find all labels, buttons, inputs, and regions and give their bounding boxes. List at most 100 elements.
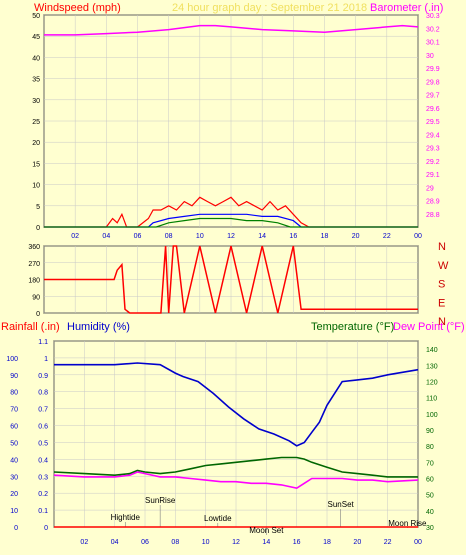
temperature-y-tick-label: 70 — [426, 460, 434, 467]
weather-x-tick-label: 14 — [262, 539, 270, 546]
wind-x-tick-label: 12 — [227, 233, 235, 240]
temperature-y-tick-label: 40 — [426, 509, 434, 516]
rain-y-tick-label: 0.3 — [38, 474, 48, 481]
weather-x-tick-label: 20 — [353, 539, 361, 546]
barometer-tick-label: 30.3 — [426, 13, 440, 20]
wind-y-tick-label: 10 — [32, 183, 40, 190]
humidity-y-tick-label: 0 — [14, 525, 18, 532]
weather-x-tick-label: 22 — [384, 539, 392, 546]
event-label: Moon Set — [249, 526, 284, 535]
rain-y-tick-label: 0.1 — [38, 508, 48, 515]
barometer-tick-label: 30.2 — [426, 26, 440, 33]
series-windspeed-mph — [44, 196, 418, 228]
wind-y-tick-label: 40 — [32, 55, 40, 62]
event-label: Hightide — [111, 513, 141, 522]
windspeed-header: Windspeed (mph) — [34, 2, 121, 14]
humidity-y-tick-label: 70 — [10, 407, 18, 414]
series-wind-average — [44, 213, 418, 228]
weather-x-tick-label: 16 — [293, 539, 301, 546]
barometer-tick-label: 29.7 — [426, 93, 440, 100]
rain-y-tick-label: 1.1 — [38, 339, 48, 346]
humidity-y-tick-label: 90 — [10, 373, 18, 380]
direction-letter-e: E — [438, 297, 445, 309]
rain-y-tick-label: 0.2 — [38, 491, 48, 498]
weather-x-tick-label: 00 — [414, 539, 422, 546]
series-temperature-f — [53, 456, 418, 478]
weather-x-tick-label: 02 — [80, 539, 88, 546]
wind-y-tick-label: 50 — [32, 13, 40, 20]
rain-y-tick-label: 1 — [44, 356, 48, 363]
weather-x-tick-label: 04 — [111, 539, 119, 546]
direction-letter-n: N — [438, 316, 446, 328]
rain-y-tick-label: 0.8 — [38, 390, 48, 397]
direction-y-tick-label: 180 — [28, 278, 40, 285]
temperature-y-tick-label: 130 — [426, 363, 438, 370]
event-label: Lowtide — [204, 514, 232, 523]
series-barometer-in — [44, 24, 419, 36]
direction-y-tick-label: 90 — [32, 294, 40, 301]
series-humidity — [54, 362, 419, 447]
temperature-y-tick-label: 120 — [426, 379, 438, 386]
wind-y-tick-label: 30 — [32, 98, 40, 105]
event-label: Moon Rise — [388, 519, 427, 528]
temperature-y-tick-label: 100 — [426, 412, 438, 419]
barometer-tick-label: 30.1 — [426, 40, 440, 47]
temperature-y-tick-label: 80 — [426, 444, 434, 451]
series-wind-direction — [44, 245, 418, 314]
rainfall-header: Rainfall (.in) — [1, 321, 60, 333]
humidity-y-tick-label: 80 — [10, 390, 18, 397]
barometer-header: Barometer (.in) — [370, 2, 443, 14]
dewpoint-header: Dew Point (°F) — [393, 321, 465, 333]
barometer-tick-label: 28.9 — [426, 199, 440, 206]
temperature-y-tick-label: 110 — [426, 396, 437, 403]
temperature-header: Temperature (°F) — [311, 321, 394, 333]
rain-y-tick-label: 0.5 — [38, 440, 48, 447]
direction-y-tick-label: 270 — [28, 261, 40, 268]
wind-y-tick-label: 45 — [32, 34, 40, 41]
barometer-tick-label: 29.2 — [426, 159, 440, 166]
wind-x-tick-label: 02 — [71, 233, 79, 240]
humidity-y-tick-label: 60 — [10, 424, 18, 431]
rain-y-tick-label: 0.4 — [38, 457, 48, 464]
event-label: SunRise — [145, 496, 176, 505]
wind-x-tick-label: 08 — [165, 233, 173, 240]
weather-x-tick-label: 12 — [232, 539, 240, 546]
direction-letter-n: N — [438, 241, 446, 253]
humidity-y-tick-label: 20 — [10, 491, 18, 498]
series-wind-low — [44, 217, 418, 228]
barometer-tick-label: 28.8 — [426, 212, 440, 219]
wind-y-tick-label: 5 — [36, 204, 40, 211]
barometer-tick-label: 30 — [426, 53, 434, 60]
barometer-tick-label: 29.8 — [426, 79, 440, 86]
event-label: SunSet — [328, 500, 355, 509]
humidity-y-tick-label: 30 — [10, 474, 18, 481]
wind-y-tick-label: 0 — [36, 225, 40, 232]
series-dew-point-f — [53, 471, 419, 490]
rain-y-tick-label: 0.6 — [38, 424, 48, 431]
humidity-y-tick-label: 100 — [6, 356, 18, 363]
wind-y-tick-label: 20 — [32, 140, 40, 147]
wind-y-tick-label: 35 — [32, 77, 40, 84]
wind-x-tick-label: 16 — [289, 233, 297, 240]
barometer-tick-label: 29.5 — [426, 119, 440, 126]
wind-x-tick-label: 06 — [134, 233, 142, 240]
barometer-tick-label: 29.1 — [426, 172, 440, 179]
weather-x-tick-label: 18 — [323, 539, 331, 546]
wind-x-tick-label: 10 — [196, 233, 204, 240]
wind-x-tick-label: 04 — [102, 233, 110, 240]
wind-y-tick-label: 15 — [32, 161, 40, 168]
wind-x-tick-label: 14 — [258, 233, 266, 240]
direction-letter-s: S — [438, 279, 445, 291]
rain-y-tick-label: 0.7 — [38, 407, 48, 414]
weather-x-tick-label: 10 — [202, 539, 210, 546]
wind-x-tick-label: 20 — [352, 233, 360, 240]
wind-x-tick-label: 00 — [414, 233, 422, 240]
rain-y-tick-label: 0 — [44, 525, 48, 532]
humidity-y-tick-label: 10 — [10, 508, 18, 515]
temperature-y-tick-label: 30 — [426, 525, 434, 532]
humidity-header: Humidity (%) — [67, 321, 130, 333]
temperature-y-tick-label: 140 — [426, 347, 438, 354]
temperature-y-tick-label: 90 — [426, 428, 434, 435]
